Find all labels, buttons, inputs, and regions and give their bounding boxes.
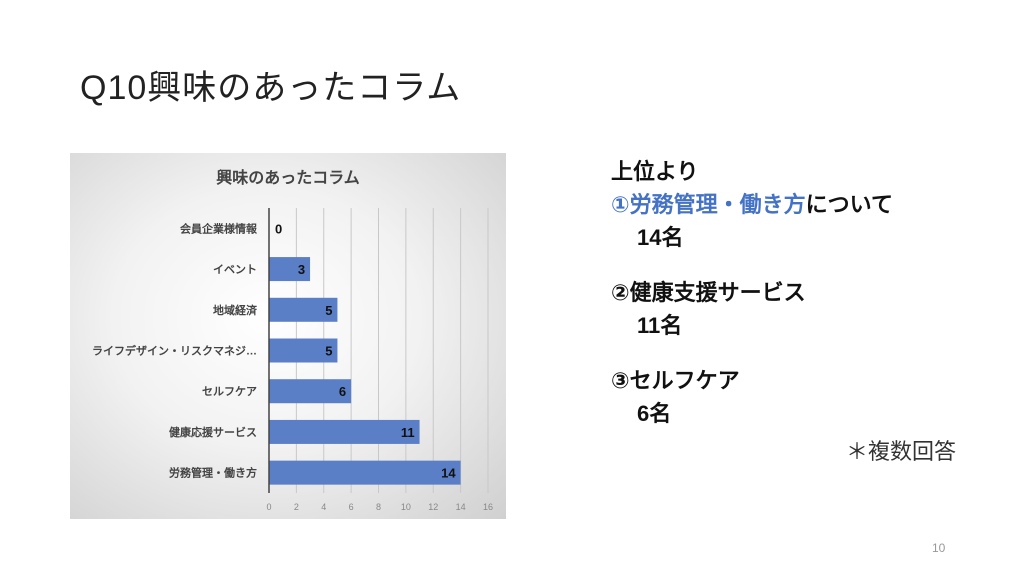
- bar: [269, 297, 338, 322]
- rank-count: 11名: [637, 313, 683, 338]
- rank-label: 健康支援サービス: [629, 280, 806, 305]
- x-tick-label: 12: [428, 502, 438, 512]
- data-label: 0: [275, 221, 282, 236]
- bar: [269, 460, 461, 485]
- category-label: イベント: [213, 263, 257, 276]
- data-label: 5: [325, 344, 332, 359]
- data-label: 14: [441, 466, 456, 481]
- category-label: 健康応援サービス: [169, 425, 257, 439]
- category-label: 地域経済: [213, 303, 258, 317]
- category-label: 労務管理・働き方: [169, 466, 257, 480]
- rank-marker: ②: [611, 280, 630, 305]
- bar: [269, 379, 352, 404]
- x-tick-label: 8: [376, 502, 381, 512]
- bar-chart: 興味のあったコラム 0 2 4 6 8 10 12 14 16 会員企業様情報 0 イベント 3 地域経済 5…: [70, 153, 506, 519]
- x-tick-label: 14: [456, 502, 466, 512]
- data-label: 3: [298, 262, 305, 277]
- summary-heading: 上位より: [611, 159, 699, 184]
- page-number: 10: [932, 541, 946, 555]
- note-multiple-answers: ＊複数回答: [846, 439, 957, 464]
- rank-marker: ①: [611, 192, 630, 217]
- category-label: セルフケア: [202, 385, 257, 398]
- x-tick-label: 2: [294, 502, 299, 512]
- rank-count: 6名: [637, 401, 672, 426]
- bar: [269, 257, 311, 282]
- category-label: ライフデザイン・リスクマネジ…: [92, 344, 257, 358]
- summary-item-1: ①労務管理・働き方について: [611, 188, 893, 221]
- rank-label: について: [805, 192, 893, 217]
- data-label: 5: [325, 303, 332, 318]
- x-tick-label: 4: [321, 502, 326, 512]
- category-label: 会員企業様情報: [180, 221, 258, 235]
- summary-item-3: ③セルフケア: [611, 364, 893, 397]
- data-label: 6: [339, 384, 346, 399]
- x-tick-label: 0: [266, 502, 271, 512]
- x-tick-label: 6: [349, 502, 354, 512]
- summary-panel: 上位より ①労務管理・働き方について 14名 ②健康支援サービス 11名 ③セル…: [611, 155, 893, 430]
- rank-label-highlight: 労務管理・働き方: [629, 192, 806, 217]
- x-tick-label: 10: [401, 502, 411, 512]
- bar: [269, 338, 338, 363]
- chart-title: 興味のあったコラム: [216, 168, 360, 187]
- x-tick-label: 16: [483, 502, 493, 512]
- chart-svg: 興味のあったコラム 0 2 4 6 8 10 12 14 16 会員企業様情報 0 イベント 3 地域経済 5…: [92, 168, 493, 512]
- rank-count: 14名: [637, 225, 684, 250]
- bar: [269, 419, 420, 444]
- data-label: 11: [401, 425, 415, 440]
- rank-marker: ③: [611, 368, 630, 393]
- slide-title: Q10興味のあったコラム: [80, 69, 462, 107]
- summary-item-2: ②健康支援サービス: [611, 276, 893, 309]
- rank-label: セルフケア: [629, 368, 740, 393]
